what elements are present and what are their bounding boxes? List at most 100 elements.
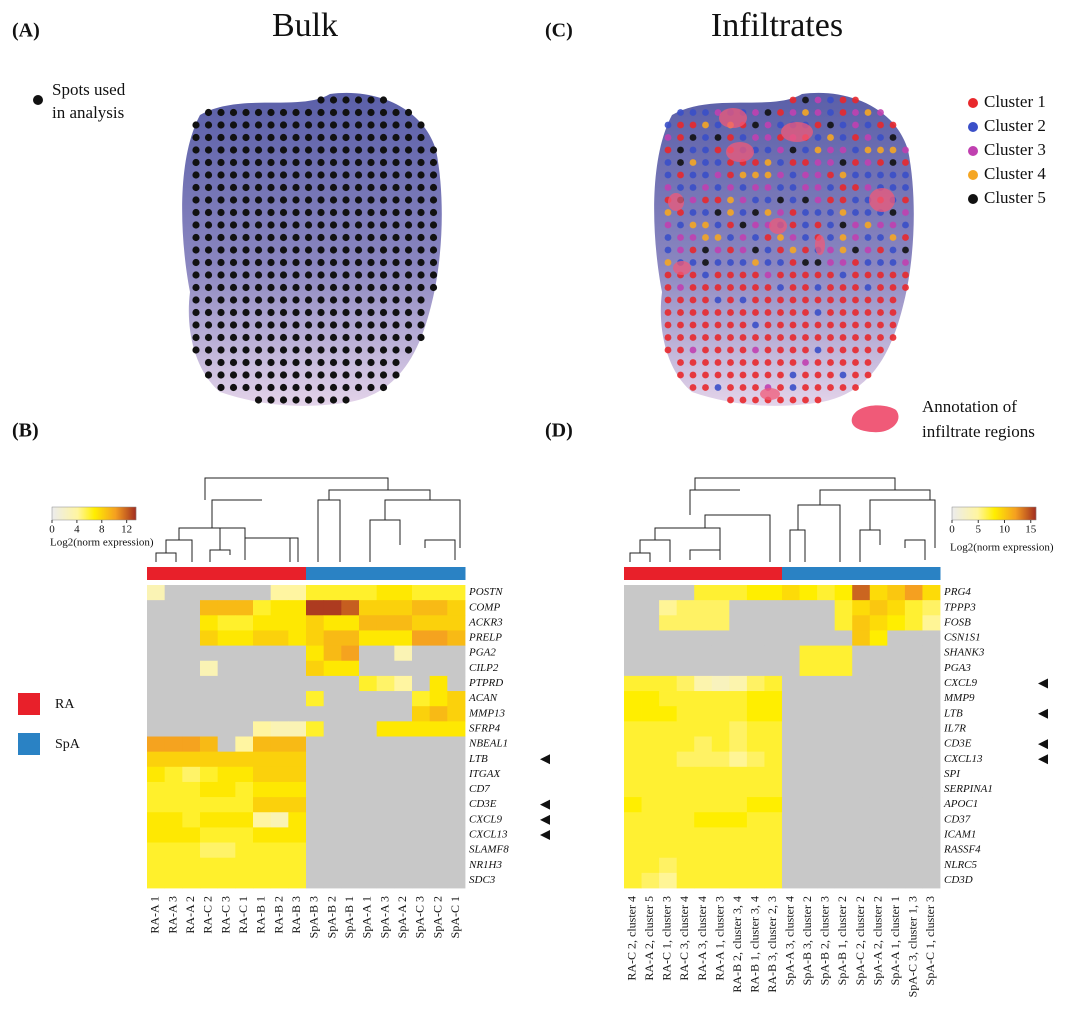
heatmap-cell xyxy=(782,675,800,692)
heatmap-cell xyxy=(147,615,166,631)
heatmap-cell xyxy=(182,751,201,768)
heatmap-cell xyxy=(235,691,254,707)
spot xyxy=(902,159,909,166)
spot xyxy=(677,309,684,316)
heatmap-cell xyxy=(834,600,853,616)
spot xyxy=(229,158,238,167)
heatmap-cell xyxy=(147,812,166,828)
heatmap-cell xyxy=(887,706,906,722)
colorbar-step xyxy=(1017,507,1019,520)
heatmap-cell xyxy=(341,812,360,828)
spot xyxy=(889,309,897,316)
spot xyxy=(702,309,709,316)
spot xyxy=(429,283,438,292)
spot xyxy=(839,234,847,241)
heatmap-cell xyxy=(306,721,325,737)
heatmap-cell xyxy=(659,736,678,753)
heatmap-cell xyxy=(922,781,941,798)
spot xyxy=(229,333,238,342)
spot xyxy=(827,359,834,366)
heatmap-cell xyxy=(217,872,236,889)
colorbar-step xyxy=(70,507,72,520)
heatmap-cell xyxy=(376,691,395,707)
colorbar-step xyxy=(58,507,60,520)
heatmap-cell xyxy=(217,660,236,677)
spot xyxy=(242,158,250,167)
heatmap-cell xyxy=(852,797,871,813)
spot xyxy=(279,171,288,179)
spot xyxy=(329,271,338,279)
heatmap-cell xyxy=(711,615,730,631)
spot xyxy=(752,159,759,166)
heatmap-cell xyxy=(323,857,342,874)
group-bar xyxy=(359,567,378,580)
spot xyxy=(204,183,213,192)
spot xyxy=(329,158,338,167)
spot xyxy=(839,184,847,191)
spot xyxy=(192,133,200,142)
heatmap-cell xyxy=(904,766,923,783)
heatmap-cell xyxy=(253,585,272,601)
colorbar-step xyxy=(81,507,83,520)
spot xyxy=(242,308,250,317)
spot xyxy=(229,321,238,329)
spot xyxy=(802,221,809,229)
spot xyxy=(342,208,350,217)
heatmap-cell xyxy=(306,706,325,722)
spot xyxy=(839,384,847,391)
spot xyxy=(727,234,734,241)
spot xyxy=(304,333,313,342)
spot xyxy=(417,208,425,217)
heatmap-cell xyxy=(694,675,713,692)
spot xyxy=(367,221,375,229)
spot xyxy=(902,184,909,191)
heatmap-cell xyxy=(764,645,783,662)
heatmap-cell xyxy=(764,600,783,616)
spot xyxy=(677,209,684,216)
colorbar-step xyxy=(1013,507,1015,520)
spot xyxy=(342,358,350,367)
spot xyxy=(864,321,872,329)
spot xyxy=(267,158,275,167)
spot xyxy=(217,358,225,367)
spot xyxy=(329,308,338,317)
spot xyxy=(367,271,375,279)
heatmap-cell xyxy=(659,766,678,783)
spot xyxy=(404,333,413,342)
spot xyxy=(379,221,388,229)
spot xyxy=(217,308,225,317)
spot xyxy=(789,284,797,291)
colorbar-step xyxy=(991,507,993,520)
heatmap-cell xyxy=(217,645,236,662)
spot xyxy=(267,333,275,342)
heatmap-cell xyxy=(376,675,395,692)
spot xyxy=(367,358,375,367)
spot xyxy=(764,346,772,354)
heatmap-cell xyxy=(429,691,448,707)
group-bar xyxy=(376,567,395,580)
heatmap-cell xyxy=(164,766,183,783)
spot xyxy=(677,134,684,141)
heatmap-cell xyxy=(764,585,783,601)
colorbar-step xyxy=(1027,507,1029,520)
spot xyxy=(689,159,697,166)
heatmap-cell xyxy=(904,857,923,874)
spot xyxy=(789,321,797,329)
heatmap-cell xyxy=(306,797,325,813)
spot xyxy=(267,321,275,329)
spot xyxy=(839,321,847,329)
spot xyxy=(727,309,734,316)
spot xyxy=(789,396,797,404)
spot xyxy=(789,296,797,304)
spot xyxy=(802,371,809,379)
spot xyxy=(727,271,734,279)
group-bar xyxy=(447,567,466,580)
heatmap-cell xyxy=(887,857,906,874)
heatmap-cell xyxy=(182,630,201,646)
group-bar xyxy=(253,567,272,580)
spot xyxy=(192,196,200,204)
spot xyxy=(279,108,288,117)
heatmap-cell xyxy=(235,766,254,783)
spot xyxy=(367,233,375,242)
heatmap-cell xyxy=(200,872,219,889)
